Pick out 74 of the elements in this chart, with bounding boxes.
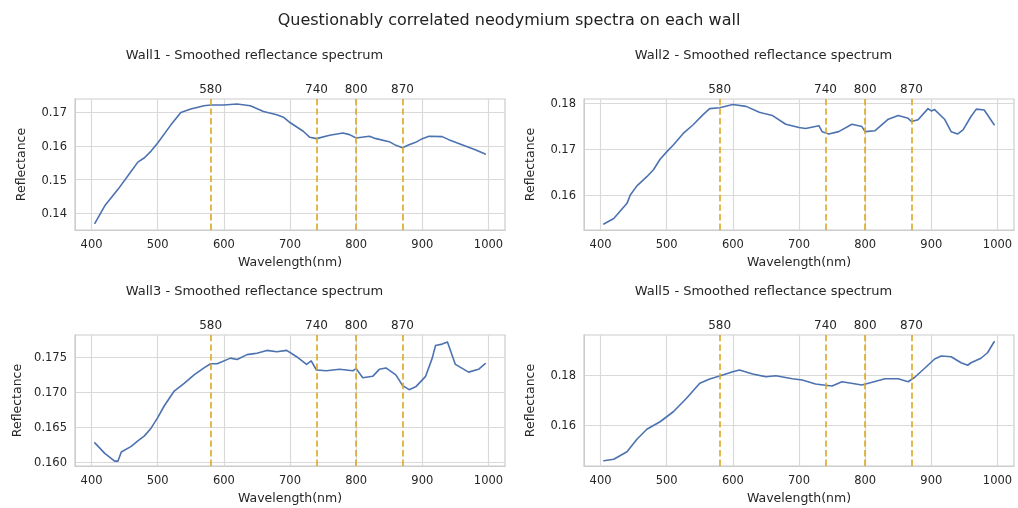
line-series	[603, 340, 995, 462]
ref-line-label: 580	[708, 318, 732, 332]
line-series	[94, 103, 486, 225]
x-tick-label: 800	[345, 473, 368, 487]
x-tick-label: 1000	[982, 237, 1013, 251]
ref-line-label: 740	[814, 82, 837, 96]
y-tick-label: 0.18	[550, 368, 576, 382]
x-tick-label: 900	[411, 473, 434, 487]
x-tick-label: 800	[854, 473, 877, 487]
chart-title: Wall1 - Smoothed reflectance spectrum	[125, 47, 384, 62]
y-tick-label: 0.175	[34, 350, 67, 365]
x-tick-label: 1000	[473, 237, 504, 251]
x-tick-label: 600	[212, 237, 235, 251]
text: Questionably correlated neodymium spectra on each wall	[276, 10, 742, 29]
y-tick-label: 0.160	[34, 455, 67, 470]
ref-line-label: 580	[199, 318, 223, 332]
ref-line-label: 800	[344, 318, 368, 332]
chart-title: Wall2 - Smoothed reflectance spectrum	[634, 47, 893, 62]
ref-line-label: 800	[853, 82, 877, 96]
x-tick-label: 800	[854, 237, 877, 251]
y-axis-title: Reflectance	[522, 127, 537, 202]
y-tick-label: 0.16	[550, 418, 576, 432]
line-series	[94, 341, 486, 462]
line-series	[603, 103, 995, 225]
y-tick-label: 0.17	[41, 105, 67, 120]
x-tick-label: 500	[655, 473, 678, 487]
ref-line-label: 800	[344, 82, 368, 96]
x-tick-label: 700	[788, 473, 810, 487]
y-tick-label: 0.16	[41, 139, 67, 154]
x-tick-label: 600	[212, 473, 235, 487]
ref-line-label: 580	[199, 82, 223, 96]
ref-line-label: 740	[305, 318, 328, 332]
x-tick-label: 400	[80, 237, 103, 251]
x-axis-title: Wavelength(nm)	[237, 253, 343, 269]
y-tick-label: 0.17	[550, 142, 576, 157]
x-tick-label: 700	[279, 237, 301, 251]
x-tick-label: 500	[146, 237, 169, 251]
x-tick-label: 400	[80, 473, 103, 487]
ref-line-label: 870	[900, 318, 923, 332]
x-tick-label: 500	[146, 473, 169, 487]
x-tick-label: 600	[721, 237, 744, 251]
y-axis-title: Reflectance	[9, 363, 25, 438]
y-tick-label: 0.16	[550, 188, 576, 203]
x-axis-title: Wavelength(nm)	[746, 253, 852, 269]
x-tick-label: 700	[279, 473, 301, 487]
y-axis-title: Reflectance	[522, 363, 537, 438]
y-tick-label: 0.170	[34, 385, 67, 400]
x-tick-label: 700	[788, 237, 810, 251]
ref-line-label: 870	[391, 82, 414, 96]
x-tick-label: 400	[589, 473, 612, 487]
chart-title: Wall5 - Smoothed reflectance spectrum	[634, 283, 893, 298]
x-tick-label: 800	[345, 237, 368, 251]
chart-title: Wall3 - Smoothed reflectance spectrum	[125, 283, 384, 298]
x-tick-label: 400	[589, 237, 612, 251]
x-axis-title: Wavelength(nm)	[746, 489, 852, 505]
x-tick-label: 500	[655, 237, 678, 251]
x-tick-label: 600	[721, 473, 744, 487]
ref-line-label: 800	[853, 318, 877, 332]
x-tick-label: 900	[920, 237, 943, 251]
y-axis-title: Reflectance	[13, 127, 28, 202]
ref-line-label: 870	[391, 318, 414, 332]
ref-line-label: 870	[900, 82, 923, 96]
y-tick-label: 0.15	[41, 172, 67, 187]
y-tick-label: 0.165	[34, 420, 67, 435]
x-tick-label: 900	[920, 473, 943, 487]
x-tick-label: 1000	[982, 473, 1013, 487]
ref-line-label: 740	[814, 318, 837, 332]
ref-line-label: 740	[305, 82, 328, 96]
ref-line-label: 580	[708, 82, 732, 96]
x-tick-label: 1000	[473, 473, 504, 487]
y-tick-label: 0.18	[550, 96, 576, 111]
x-tick-label: 900	[411, 237, 434, 251]
y-tick-label: 0.14	[41, 206, 67, 221]
x-axis-title: Wavelength(nm)	[237, 489, 343, 505]
